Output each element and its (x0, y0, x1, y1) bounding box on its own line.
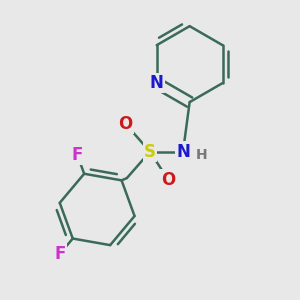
Text: O: O (118, 115, 132, 133)
Text: F: F (72, 146, 83, 164)
Text: H: H (195, 148, 207, 162)
Text: N: N (150, 74, 164, 92)
Text: O: O (161, 171, 175, 189)
Text: S: S (144, 143, 156, 161)
Text: F: F (54, 245, 66, 263)
Text: N: N (176, 143, 190, 161)
